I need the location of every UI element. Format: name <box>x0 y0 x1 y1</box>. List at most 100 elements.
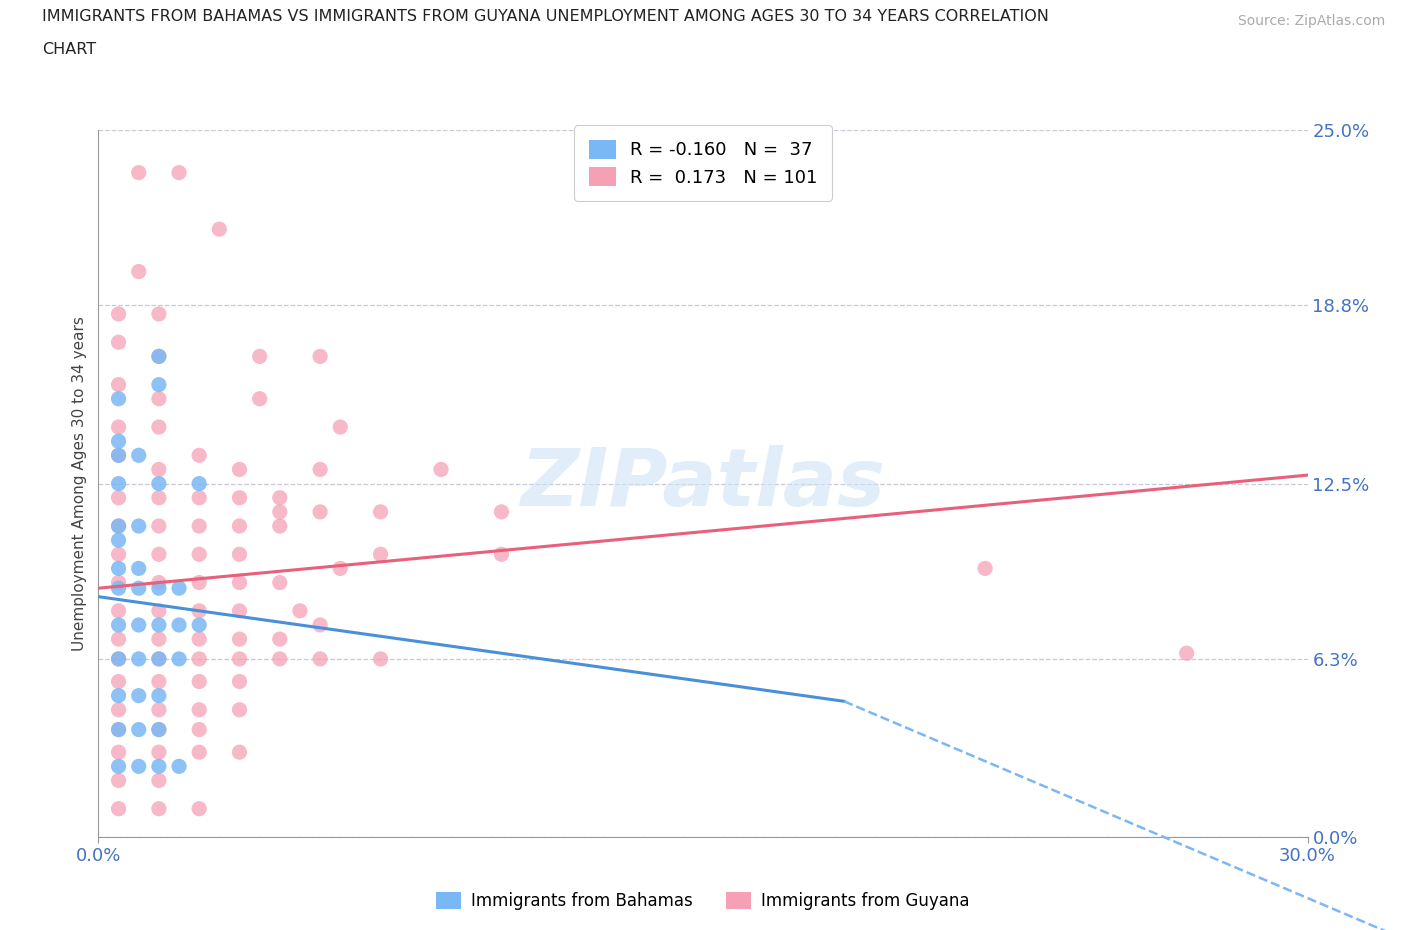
Point <box>491 547 513 562</box>
Point <box>107 631 129 646</box>
Point <box>370 651 392 666</box>
Point <box>188 618 211 632</box>
Point <box>148 419 170 434</box>
Point <box>188 604 211 618</box>
Point <box>148 759 170 774</box>
Point <box>148 547 170 562</box>
Point <box>148 651 170 666</box>
Point <box>188 674 211 689</box>
Point <box>148 651 170 666</box>
Point <box>107 561 129 576</box>
Point <box>128 448 150 463</box>
Point <box>167 651 190 666</box>
Point <box>128 722 150 737</box>
Point <box>167 166 190 180</box>
Point <box>107 448 129 463</box>
Point <box>228 604 250 618</box>
Point <box>128 166 150 180</box>
Point <box>188 631 211 646</box>
Point <box>148 580 170 595</box>
Point <box>148 802 170 817</box>
Point <box>309 618 332 632</box>
Point <box>107 759 129 774</box>
Point <box>107 722 129 737</box>
Point <box>167 618 190 632</box>
Point <box>107 618 129 632</box>
Point <box>148 722 170 737</box>
Point <box>107 378 129 392</box>
Legend: Immigrants from Bahamas, Immigrants from Guyana: Immigrants from Bahamas, Immigrants from… <box>430 885 976 917</box>
Point <box>128 519 150 534</box>
Point <box>249 392 271 406</box>
Point <box>188 490 211 505</box>
Point <box>107 519 129 534</box>
Legend: R = -0.160   N =  37, R =  0.173   N = 101: R = -0.160 N = 37, R = 0.173 N = 101 <box>574 126 832 201</box>
Point <box>107 580 129 595</box>
Point <box>370 547 392 562</box>
Point <box>148 575 170 590</box>
Point <box>974 561 997 576</box>
Point <box>228 651 250 666</box>
Point <box>188 575 211 590</box>
Point <box>107 702 129 717</box>
Point <box>228 745 250 760</box>
Point <box>107 688 129 703</box>
Point <box>309 651 332 666</box>
Point <box>188 722 211 737</box>
Point <box>148 519 170 534</box>
Point <box>188 651 211 666</box>
Point <box>148 490 170 505</box>
Point <box>228 462 250 477</box>
Point <box>107 651 129 666</box>
Point <box>107 604 129 618</box>
Text: ZIPatlas: ZIPatlas <box>520 445 886 523</box>
Point <box>107 307 129 322</box>
Point <box>269 504 291 519</box>
Point <box>148 462 170 477</box>
Point <box>128 264 150 279</box>
Text: Source: ZipAtlas.com: Source: ZipAtlas.com <box>1237 14 1385 28</box>
Point <box>148 702 170 717</box>
Point <box>107 802 129 817</box>
Point <box>107 519 129 534</box>
Point <box>107 448 129 463</box>
Point <box>188 519 211 534</box>
Point <box>148 476 170 491</box>
Point <box>128 580 150 595</box>
Point <box>107 476 129 491</box>
Point <box>128 759 150 774</box>
Point <box>228 575 250 590</box>
Point <box>107 674 129 689</box>
Point <box>148 307 170 322</box>
Point <box>148 378 170 392</box>
Point <box>249 349 271 364</box>
Point <box>188 476 211 491</box>
Point <box>148 349 170 364</box>
Point <box>107 335 129 350</box>
Point <box>107 490 129 505</box>
Point <box>188 745 211 760</box>
Point <box>188 547 211 562</box>
Point <box>107 547 129 562</box>
Point <box>148 618 170 632</box>
Point <box>269 519 291 534</box>
Point <box>228 631 250 646</box>
Point <box>128 618 150 632</box>
Point <box>148 745 170 760</box>
Point <box>288 604 311 618</box>
Point <box>148 773 170 788</box>
Point <box>107 773 129 788</box>
Point <box>107 575 129 590</box>
Point <box>148 722 170 737</box>
Point <box>107 533 129 548</box>
Point <box>188 448 211 463</box>
Point <box>329 561 352 576</box>
Point <box>148 604 170 618</box>
Point <box>228 702 250 717</box>
Point <box>228 519 250 534</box>
Point <box>107 419 129 434</box>
Point <box>107 392 129 406</box>
Point <box>167 759 190 774</box>
Point <box>228 490 250 505</box>
Text: CHART: CHART <box>42 42 96 57</box>
